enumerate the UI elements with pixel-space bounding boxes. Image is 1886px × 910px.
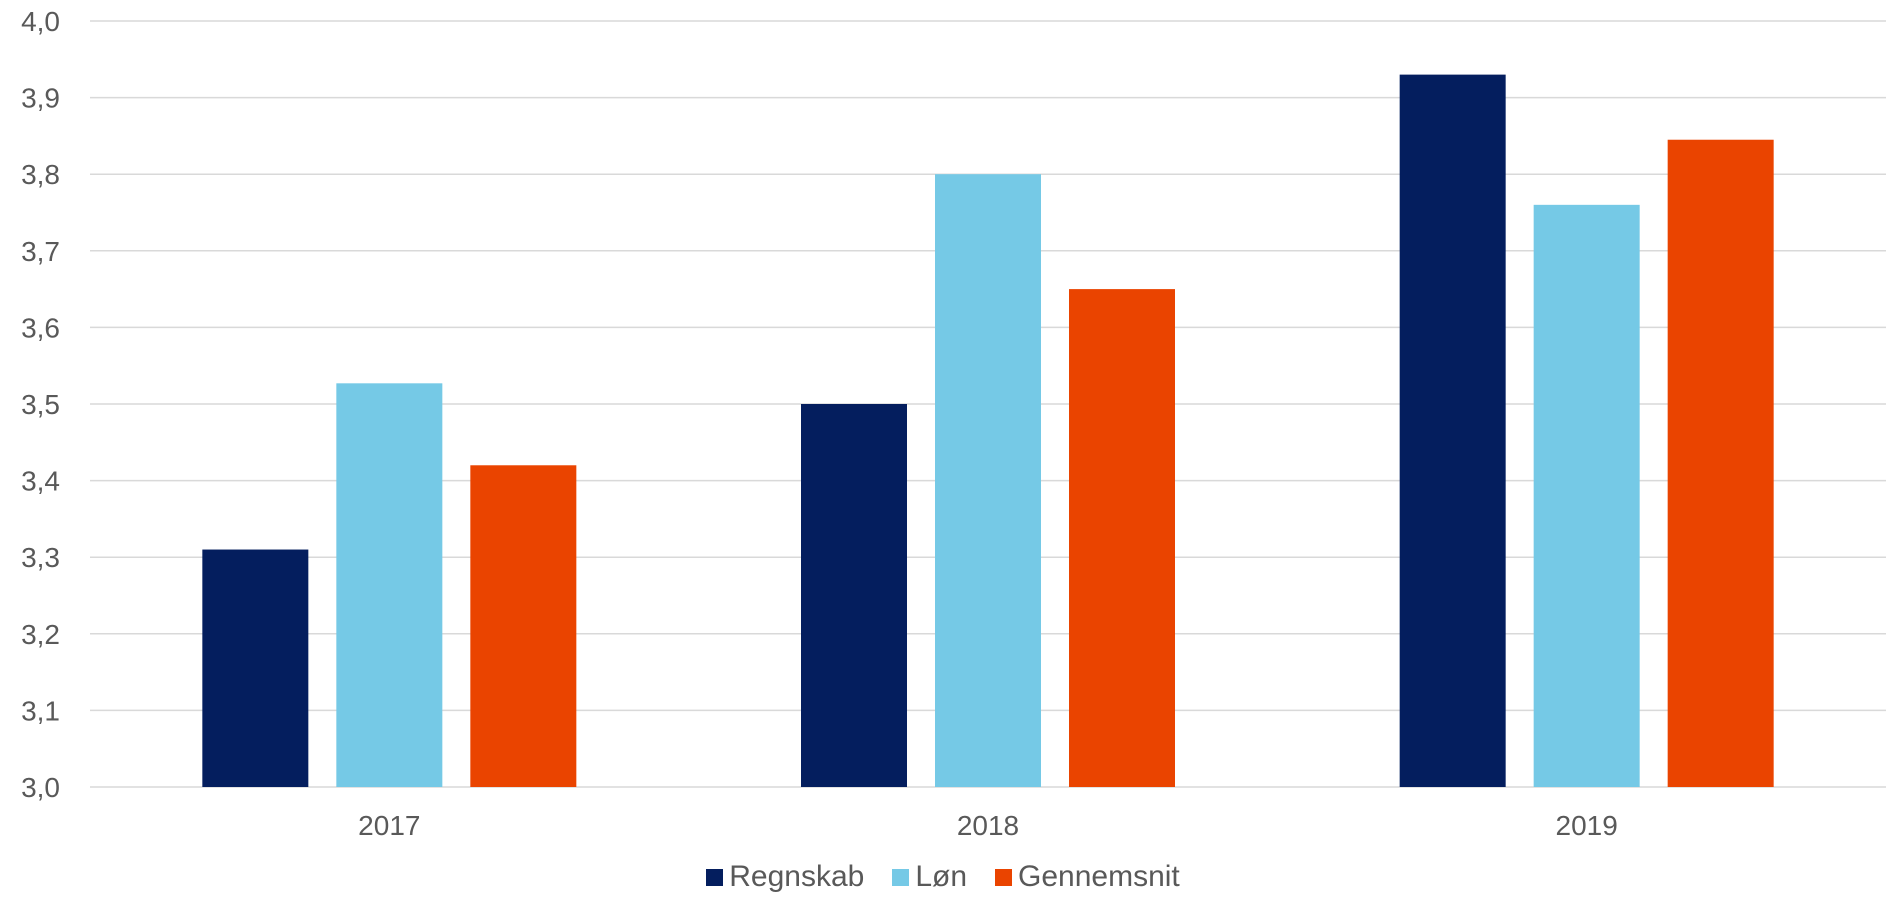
y-tick-label: 3,1 — [21, 695, 60, 726]
bars — [202, 75, 1773, 787]
bar-gennemsnit-2017 — [470, 465, 576, 787]
y-tick-label: 3,3 — [21, 542, 60, 573]
y-tick-label: 3,8 — [21, 159, 60, 190]
bar-gennemsnit-2018 — [1069, 289, 1175, 787]
legend-label: Løn — [915, 860, 967, 894]
legend-swatch — [892, 869, 909, 886]
legend-item: Løn — [892, 860, 967, 894]
legend-swatch — [995, 869, 1012, 886]
legend-label: Regnskab — [729, 860, 864, 894]
legend-item: Regnskab — [706, 860, 864, 894]
bar-regnskab-2017 — [202, 550, 308, 787]
y-tick-label: 3,6 — [21, 312, 60, 343]
y-tick-label: 3,4 — [21, 466, 60, 497]
x-tick-label: 2017 — [358, 810, 420, 841]
chart-legend: Regnskab Løn Gennemsnit — [0, 860, 1886, 894]
y-tick-label: 4,0 — [21, 6, 60, 37]
bar-regnskab-2019 — [1400, 75, 1506, 787]
x-axis-tick-labels: 2017 2018 2019 — [358, 810, 1618, 841]
bar-gennemsnit-2019 — [1668, 140, 1774, 787]
y-axis-tick-labels: 3,0 3,1 3,2 3,3 3,4 3,5 3,6 3,7 3,8 3,9 4,0 — [21, 6, 60, 803]
legend-swatch — [706, 869, 723, 886]
y-tick-label: 3,0 — [21, 772, 60, 803]
y-tick-label: 3,9 — [21, 83, 60, 114]
y-tick-label: 3,5 — [21, 389, 60, 420]
bar-løn-2017 — [336, 383, 442, 787]
x-tick-label: 2018 — [957, 810, 1019, 841]
x-tick-label: 2019 — [1556, 810, 1618, 841]
bar-regnskab-2018 — [801, 404, 907, 787]
bar-løn-2019 — [1534, 205, 1640, 787]
legend-label: Gennemsnit — [1018, 860, 1180, 894]
legend-item: Gennemsnit — [995, 860, 1180, 894]
y-tick-label: 3,7 — [21, 236, 60, 267]
y-tick-label: 3,2 — [21, 619, 60, 650]
bar-løn-2018 — [935, 174, 1041, 787]
